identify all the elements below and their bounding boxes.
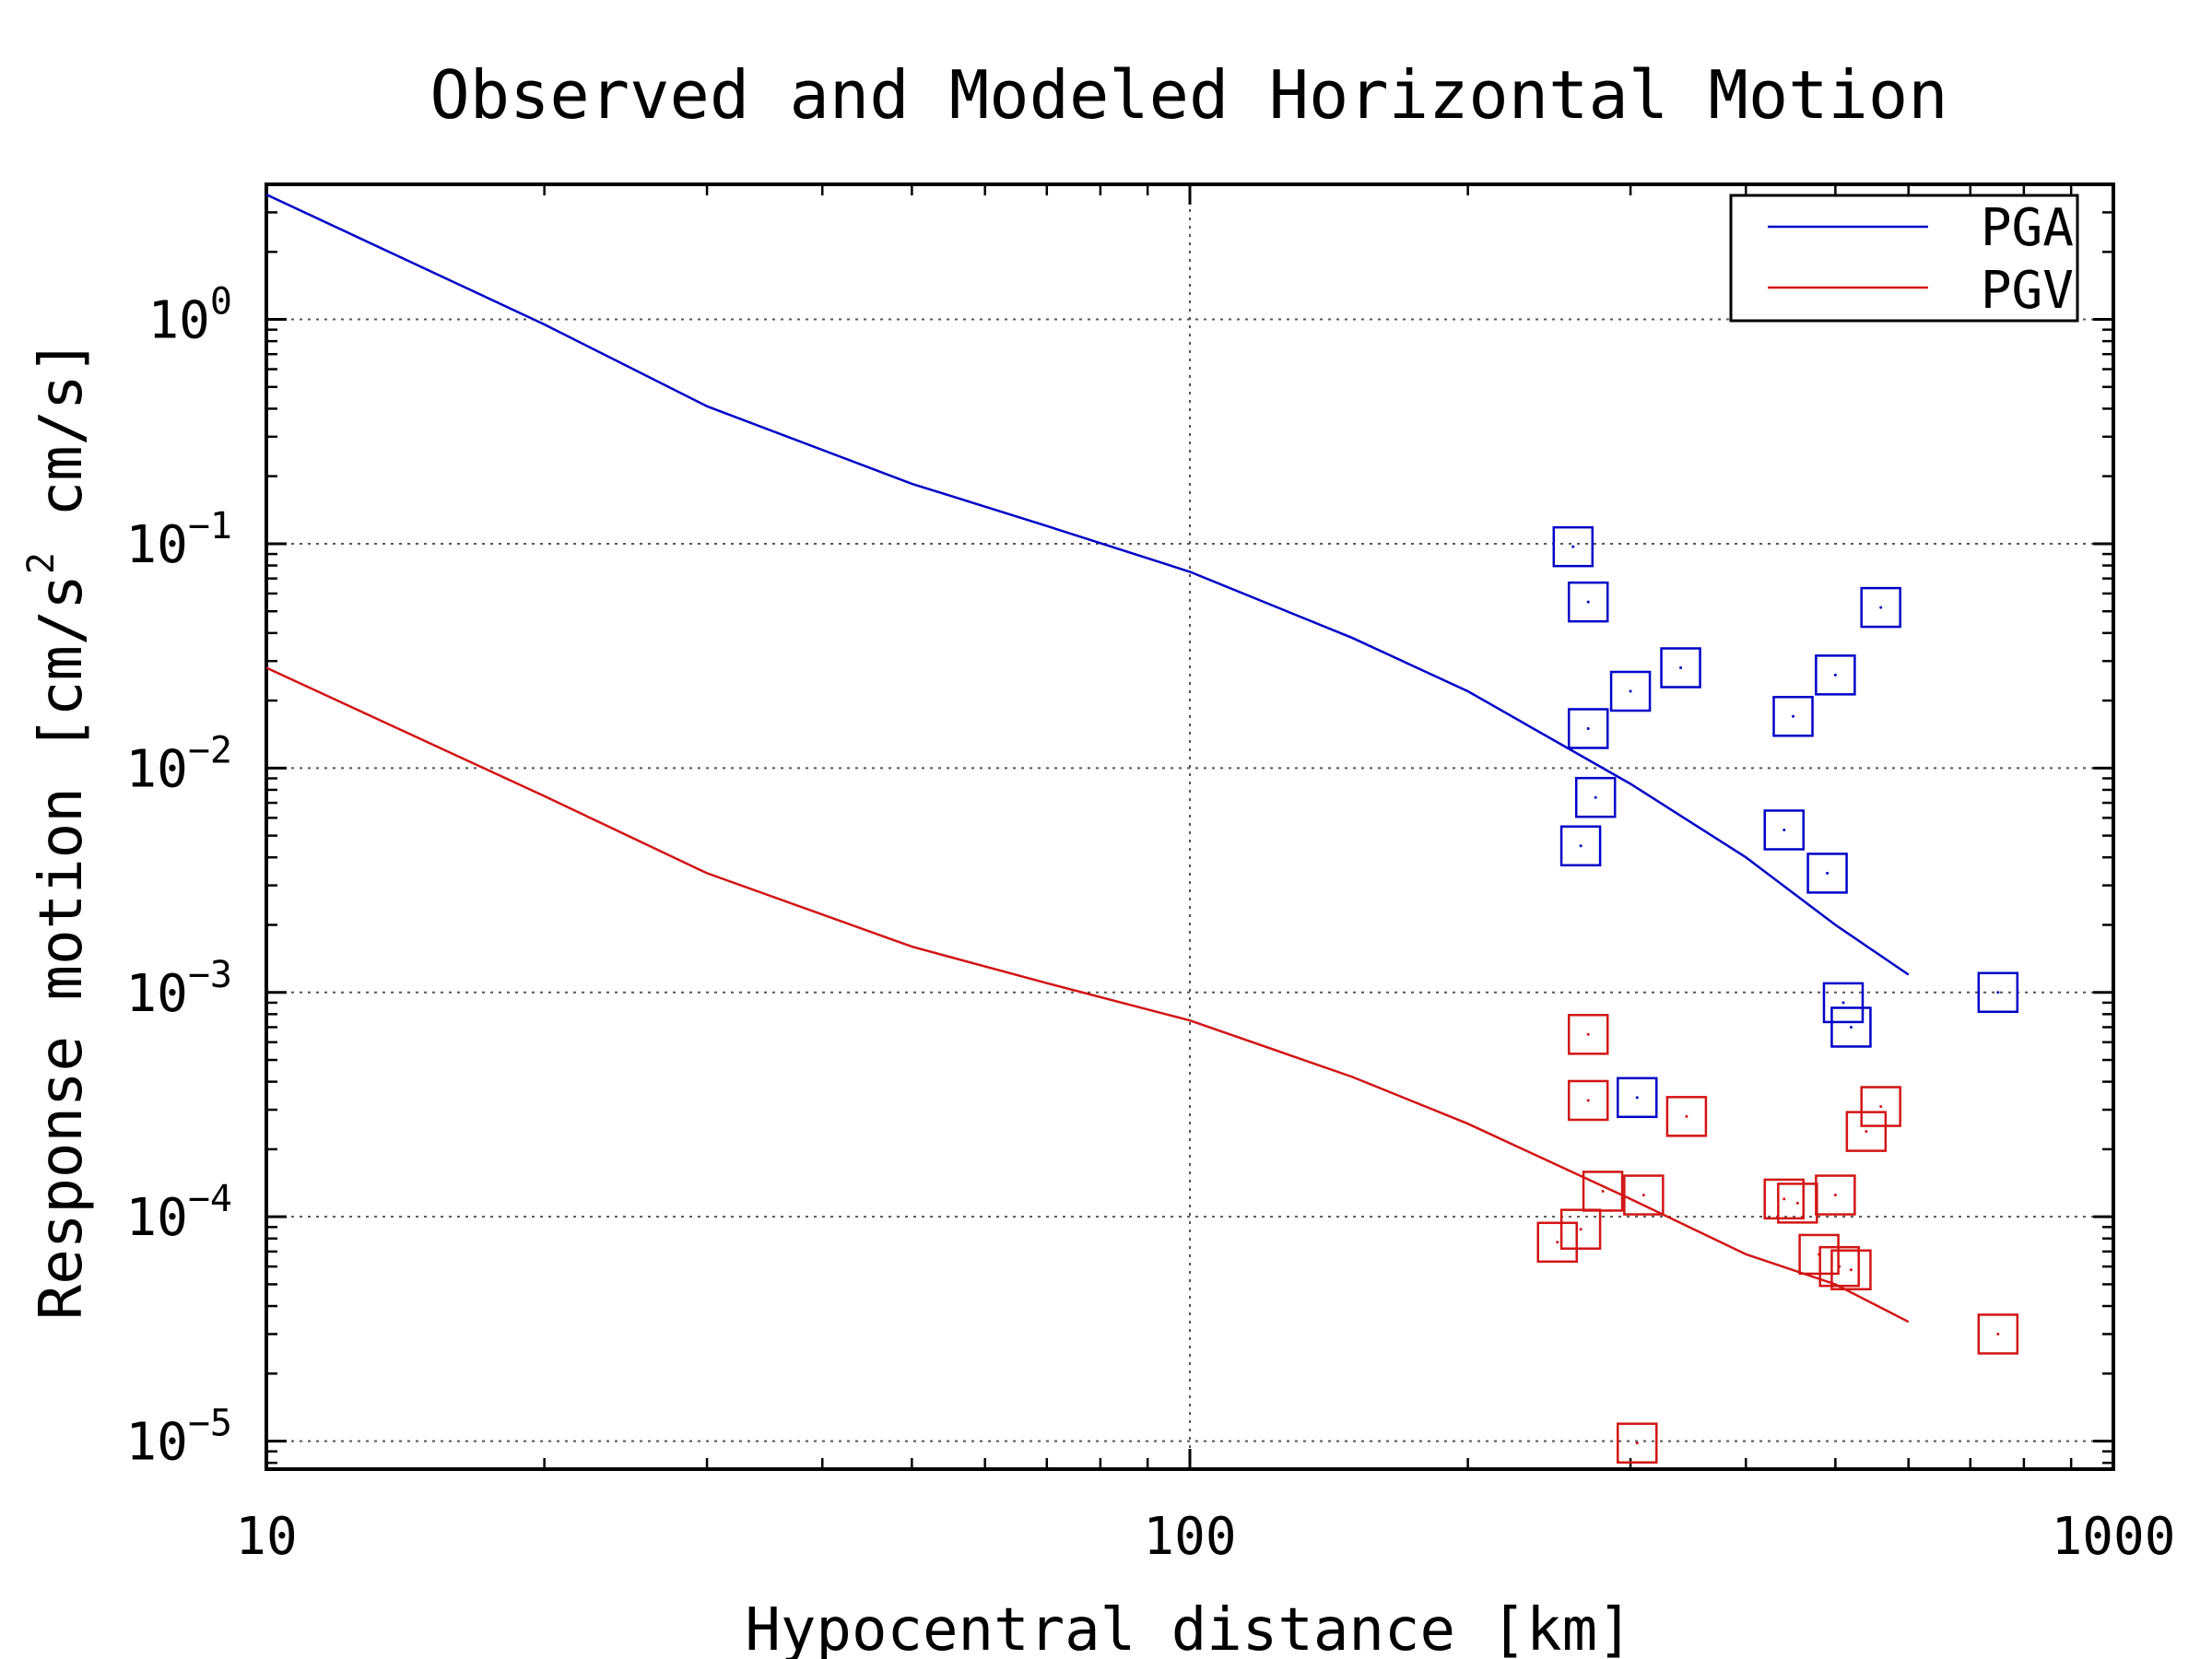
obs-point-center-pgv-3 <box>1586 1099 1590 1102</box>
y-axis-label: Response motion [cm/s2 cm/s] <box>20 339 96 1320</box>
y-axis-label-pre: Response motion [cm/s <box>28 574 96 1320</box>
obs-point-pga-4 <box>1609 670 1652 712</box>
obs-point-pgv-13 <box>1845 1111 1888 1152</box>
obs-point-center-pga-13 <box>1586 727 1590 731</box>
y-axis-label-sup: 2 <box>20 552 63 574</box>
minor-ticks <box>265 184 2115 1469</box>
legend: PGA PGV <box>1729 194 2079 323</box>
obs-point-center-pga-4 <box>1629 689 1632 693</box>
obs-point-pga-11 <box>1830 1006 1872 1048</box>
obs-point-center-pgv-16 <box>1996 1332 2000 1335</box>
obs-point-center-pga-12 <box>1879 606 1883 609</box>
x-axis-label: Hypocentral distance [km] <box>745 1596 1632 1659</box>
grid <box>266 184 2113 1469</box>
obs-point-pga-12 <box>1860 586 1901 629</box>
obs-point-pgv-5 <box>1623 1174 1665 1216</box>
obs-point-pga-2 <box>1567 581 1609 623</box>
obs-point-pga-9 <box>1815 654 1856 696</box>
obs-point-pgv-4 <box>1582 1171 1624 1212</box>
obs-point-pgv-11 <box>1818 1245 1860 1288</box>
obs-point-center-pgv-15 <box>1635 1441 1639 1445</box>
obs-point-pga-5 <box>1660 647 1701 688</box>
obs-point-pgv-1 <box>1559 1208 1602 1250</box>
obs-point-center-pgv-13 <box>1865 1130 1868 1134</box>
obs-point-pga-6 <box>1763 809 1805 851</box>
obs-point-center-pgv-2 <box>1586 1032 1590 1036</box>
obs-point-center-pgv-12 <box>1849 1268 1853 1272</box>
obs-point-pgv-2 <box>1567 1014 1609 1055</box>
obs-point-pga-1 <box>1559 825 1602 867</box>
obs-point-pga-13 <box>1567 708 1609 749</box>
obs-point-pgv-7 <box>1763 1178 1805 1220</box>
y-tick-labels: 100 10−1 10−2 10−3 10−4 10−5 <box>125 281 232 1473</box>
x-tick-label-1: 100 <box>1143 1507 1236 1567</box>
y-tick-label-2: 10−2 <box>125 729 232 799</box>
y-tick-label-5: 10−5 <box>125 1403 232 1473</box>
obs-point-center-pga-6 <box>1783 828 1786 831</box>
obs-point-center-pgv-4 <box>1601 1189 1605 1193</box>
obs-point-pga-0 <box>1552 525 1594 568</box>
obs-point-center-pgv-5 <box>1641 1194 1645 1197</box>
y-axis-label-post: cm/s] <box>28 339 96 552</box>
obs-point-center-pga-9 <box>1833 673 1837 677</box>
series-layer <box>266 193 2019 1464</box>
obs-point-center-pgv-14 <box>1879 1105 1883 1109</box>
obs-point-center-pgv-11 <box>1838 1265 1841 1268</box>
x-tick-labels: 10 100 1000 <box>235 1507 2175 1567</box>
x-tick-label-2: 1000 <box>2052 1507 2176 1567</box>
obs-point-center-pga-8 <box>1826 871 1830 875</box>
legend-label-pga: PGA <box>1981 198 2074 258</box>
obs-point-pga-3 <box>1574 776 1617 818</box>
obs-point-center-pga-7 <box>1792 714 1795 718</box>
obs-point-center-pga-0 <box>1571 545 1575 548</box>
obs-point-center-pgv-6 <box>1685 1114 1688 1118</box>
obs-point-pga-14 <box>1617 1077 1658 1119</box>
obs-point-pga-15 <box>1977 971 2019 1014</box>
chart-title: Observed and Modeled Horizontal Motion <box>429 56 1947 134</box>
obs-point-center-pga-2 <box>1586 600 1590 604</box>
obs-point-center-pgv-10 <box>1833 1194 1837 1197</box>
y-tick-label-3: 10−3 <box>125 954 232 1024</box>
obs-point-center-pga-10 <box>1841 1001 1845 1005</box>
obs-point-center-pga-3 <box>1594 795 1597 799</box>
obs-point-pgv-14 <box>1860 1086 1901 1127</box>
obs-point-pgv-0 <box>1536 1221 1578 1264</box>
obs-point-pgv-15 <box>1617 1422 1658 1464</box>
obs-point-pgv-6 <box>1665 1096 1708 1137</box>
obs-point-center-pga-14 <box>1635 1096 1639 1100</box>
y-tick-label-0: 100 <box>147 281 232 351</box>
legend-box <box>1729 194 2079 323</box>
x-tick-label-0: 10 <box>235 1507 297 1567</box>
model-line-pgv <box>266 666 1910 1324</box>
obs-point-center-pga-5 <box>1679 666 1683 670</box>
y-tick-label-4: 10−4 <box>125 1178 232 1248</box>
obs-point-center-pgv-8 <box>1795 1201 1799 1205</box>
obs-point-pgv-3 <box>1567 1079 1609 1122</box>
model-line-pga <box>266 193 1910 976</box>
obs-point-center-pga-15 <box>1996 991 2000 994</box>
legend-label-pgv: PGV <box>1981 261 2074 321</box>
obs-point-center-pgv-7 <box>1783 1197 1786 1201</box>
obs-point-pga-10 <box>1822 982 1865 1024</box>
obs-point-center-pga-11 <box>1849 1025 1853 1029</box>
obs-point-center-pga-1 <box>1579 844 1583 848</box>
obs-point-pga-7 <box>1772 696 1814 737</box>
obs-point-center-pgv-0 <box>1556 1241 1559 1244</box>
obs-point-pgv-10 <box>1815 1174 1856 1216</box>
y-tick-label-1: 10−1 <box>125 505 232 575</box>
obs-point-pgv-16 <box>1977 1313 2019 1355</box>
obs-point-pga-8 <box>1806 853 1848 894</box>
obs-point-center-pgv-1 <box>1579 1228 1583 1231</box>
obs-point-pgv-12 <box>1830 1249 1872 1291</box>
